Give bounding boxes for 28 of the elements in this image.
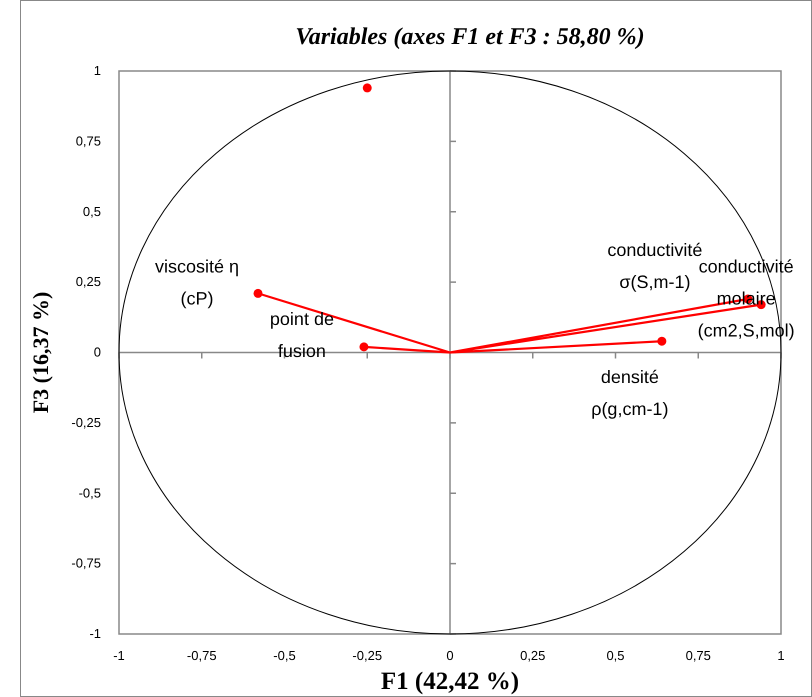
point — [362, 83, 372, 92]
y-tick-label: -1 — [89, 626, 101, 641]
x-tick-label: 0,75 — [686, 648, 711, 663]
x-axis-title: F1 (42,42 %) — [380, 668, 520, 695]
y-axis-title: F3 (16,37 %) — [28, 292, 53, 414]
y-tick-label: 0,75 — [76, 133, 101, 148]
x-tick-label: 0,5 — [606, 648, 625, 663]
x-tick-label: -0,25 — [352, 648, 382, 663]
y-tick-label: -0,25 — [71, 414, 101, 430]
point — [254, 288, 263, 298]
x-tick-label: 1 — [777, 648, 785, 663]
annotation: point de fusion — [270, 308, 334, 361]
annotation: viscosité η (cP) — [154, 256, 240, 308]
x-tick-label: 0,25 — [520, 648, 546, 663]
x-tick-label: 0 — [446, 648, 454, 663]
x-tick-label: -1 — [113, 648, 125, 663]
point — [657, 336, 666, 346]
x-tick-label: -0,5 — [273, 648, 296, 663]
y-tick-label: 0,25 — [76, 274, 101, 290]
chart-title: Variables (axes F1 et F3 : 58,80 %) — [295, 24, 645, 50]
y-tick-label: 0,5 — [82, 204, 101, 219]
x-tick-label: -0,75 — [186, 648, 217, 663]
y-tick-label: -0,75 — [71, 556, 101, 571]
point — [359, 342, 368, 352]
annotation: densité ρ(g,cm-1) — [591, 367, 668, 420]
y-tick-label: 1 — [94, 63, 101, 78]
y-tick-label: 0 — [94, 344, 101, 360]
y-tick-label: -0,5 — [78, 485, 101, 500]
